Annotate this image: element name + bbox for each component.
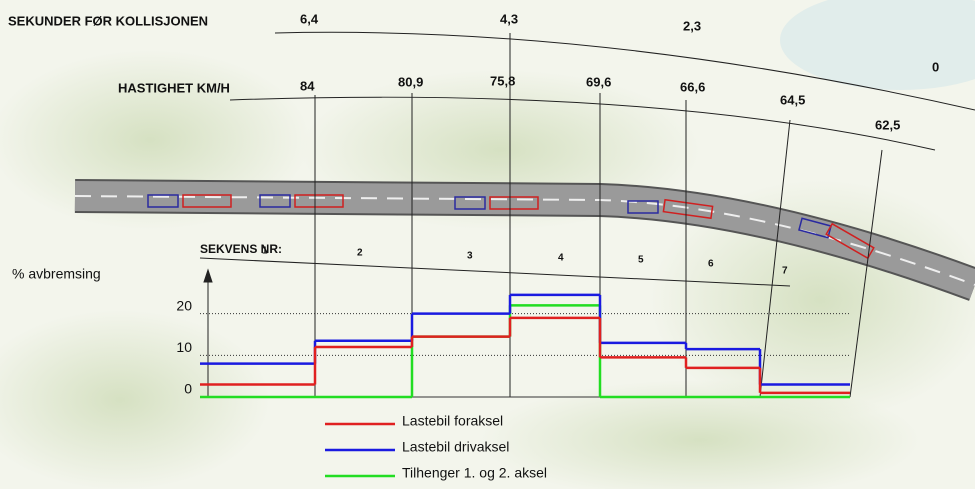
y-tick-label: 10	[176, 339, 192, 355]
speed-value: 84	[300, 78, 315, 93]
y-tick-label: 20	[176, 297, 192, 313]
sequence-title: SEKVENS NR:	[200, 242, 282, 256]
speed-value: 75,8	[490, 73, 515, 88]
sequence-number: 6	[708, 259, 714, 270]
seconds-value: 2,3	[683, 18, 701, 33]
sequence-number: 2	[357, 248, 363, 259]
diagram: SEKUNDER FØR KOLLISJONEN HASTIGHET KM/H …	[0, 0, 975, 489]
seconds-value: 0	[932, 59, 939, 74]
legend-label: Lastebil foraksel	[402, 413, 503, 429]
y-axis-label: % avbremsing	[12, 266, 101, 282]
speed-value: 66,6	[680, 79, 705, 94]
speed-value: 80,9	[398, 74, 423, 89]
sequence-number: 7	[782, 266, 788, 277]
legend-label: Lastebil drivaksel	[402, 439, 509, 455]
sequence-number: 4	[558, 253, 564, 264]
sequence-number: 3	[467, 251, 473, 262]
seconds-value: 6,4	[300, 11, 319, 26]
legend-label: Tilhenger 1. og 2. aksel	[402, 465, 547, 481]
speed-value: 69,6	[586, 74, 611, 89]
sequence-number: 5	[638, 255, 644, 266]
speed-title: HASTIGHET KM/H	[118, 80, 230, 95]
sequence-number: 1	[262, 246, 268, 257]
speed-value: 62,5	[875, 117, 900, 132]
seconds-value: 4,3	[500, 11, 518, 26]
speed-value: 64,5	[780, 92, 805, 107]
y-tick-label: 0	[184, 381, 192, 397]
page: {"labels": {"seconds_title": "SEKUNDER F…	[0, 0, 975, 489]
seconds-title: SEKUNDER FØR KOLLISJONEN	[8, 13, 208, 28]
